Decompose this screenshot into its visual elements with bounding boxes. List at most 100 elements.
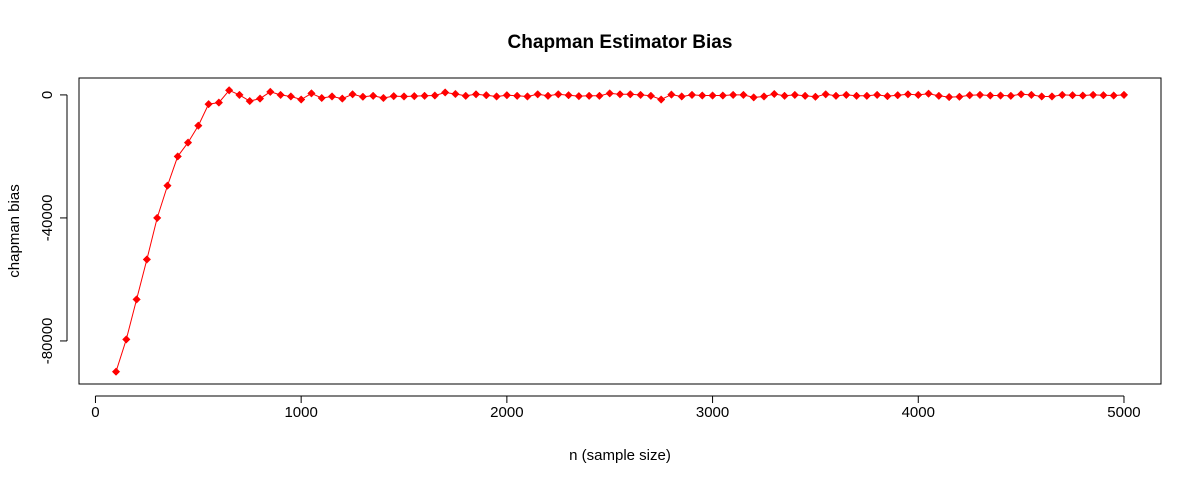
data-point (358, 92, 368, 101)
y-tick-label: -40000 (39, 195, 56, 242)
data-point (728, 90, 738, 100)
data-point (605, 89, 614, 98)
data-point (965, 91, 974, 100)
x-tick-label: 5000 (1107, 404, 1140, 421)
data-point (523, 92, 532, 101)
data-point (533, 90, 542, 99)
data-point (1078, 91, 1087, 100)
y-tick-label: -80000 (39, 318, 56, 365)
data-point (297, 95, 306, 104)
data-point (739, 90, 748, 100)
x-tick-label: 0 (91, 404, 99, 421)
data-point (718, 91, 728, 100)
data-point (1027, 90, 1036, 100)
data-point (656, 95, 666, 104)
series-line (115, 89, 1125, 372)
data-point (307, 89, 316, 98)
data-point (1037, 92, 1046, 101)
data-point (862, 91, 871, 100)
data-point (944, 92, 954, 102)
data-point (194, 121, 203, 130)
data-point (1119, 90, 1129, 100)
x-axis: 0 1000 2000 3000 4000 5000 (91, 395, 1141, 421)
series-points (111, 86, 1129, 376)
data-point (163, 181, 172, 190)
chart-title: Chapman Estimator Bias (508, 32, 733, 53)
data-point (759, 92, 769, 101)
data-point (245, 96, 254, 106)
x-tick-label: 1000 (284, 404, 317, 421)
x-tick-label: 4000 (902, 404, 935, 421)
data-point (1088, 90, 1098, 100)
data-point (749, 93, 758, 102)
data-point (708, 91, 717, 100)
data-point (924, 89, 933, 98)
data-point (379, 93, 388, 103)
data-point (986, 91, 995, 100)
data-point (543, 91, 553, 100)
data-point (831, 91, 841, 100)
data-point (893, 91, 902, 100)
data-point (1058, 90, 1067, 100)
data-point (1016, 90, 1026, 99)
data-point (410, 91, 419, 101)
data-point (317, 93, 326, 103)
data-point (214, 98, 224, 107)
data-point (286, 92, 296, 101)
data-point (338, 94, 347, 103)
data-point (255, 94, 265, 103)
data-point (327, 92, 337, 101)
data-point (1047, 92, 1057, 101)
data-point (183, 138, 193, 147)
data-point (811, 92, 820, 101)
data-point (800, 91, 810, 100)
x-tick-label: 2000 (490, 404, 523, 421)
series-polyline (115, 89, 1125, 372)
data-point (225, 86, 234, 95)
data-point (1068, 91, 1077, 100)
data-point (770, 89, 779, 99)
data-point (914, 90, 923, 100)
x-tick-label: 3000 (696, 404, 729, 421)
y-tick-label: 0 (39, 91, 56, 99)
data-point (780, 91, 789, 100)
data-point (595, 91, 604, 100)
data-point (955, 92, 964, 101)
data-point (276, 90, 285, 100)
data-point (122, 335, 131, 344)
data-point (266, 87, 275, 96)
data-point (842, 90, 851, 100)
data-point (1099, 91, 1108, 100)
data-point (574, 91, 584, 101)
data-point (369, 91, 378, 100)
data-point (677, 92, 686, 101)
y-axis: 0 -40000 -80000 (39, 91, 68, 365)
data-point (451, 89, 460, 99)
data-point (512, 91, 522, 100)
data-point (554, 90, 563, 99)
data-point (204, 99, 213, 109)
data-point (461, 91, 470, 100)
data-point (564, 91, 573, 100)
data-point (903, 90, 913, 99)
data-point (1006, 91, 1015, 100)
data-point (821, 90, 830, 99)
data-point (235, 90, 244, 100)
data-point (615, 90, 625, 99)
data-point (389, 91, 398, 101)
data-point (975, 90, 985, 100)
y-axis-label: chapman bias (6, 184, 23, 277)
data-point (440, 88, 450, 97)
data-point (626, 90, 635, 99)
data-point (698, 91, 707, 100)
data-point (111, 367, 121, 376)
data-point (852, 91, 861, 100)
data-point (636, 90, 645, 100)
data-point (399, 92, 409, 101)
data-point (420, 91, 429, 100)
data-point (142, 255, 152, 264)
data-point (132, 295, 141, 304)
data-point (872, 90, 882, 100)
data-point (173, 152, 182, 161)
